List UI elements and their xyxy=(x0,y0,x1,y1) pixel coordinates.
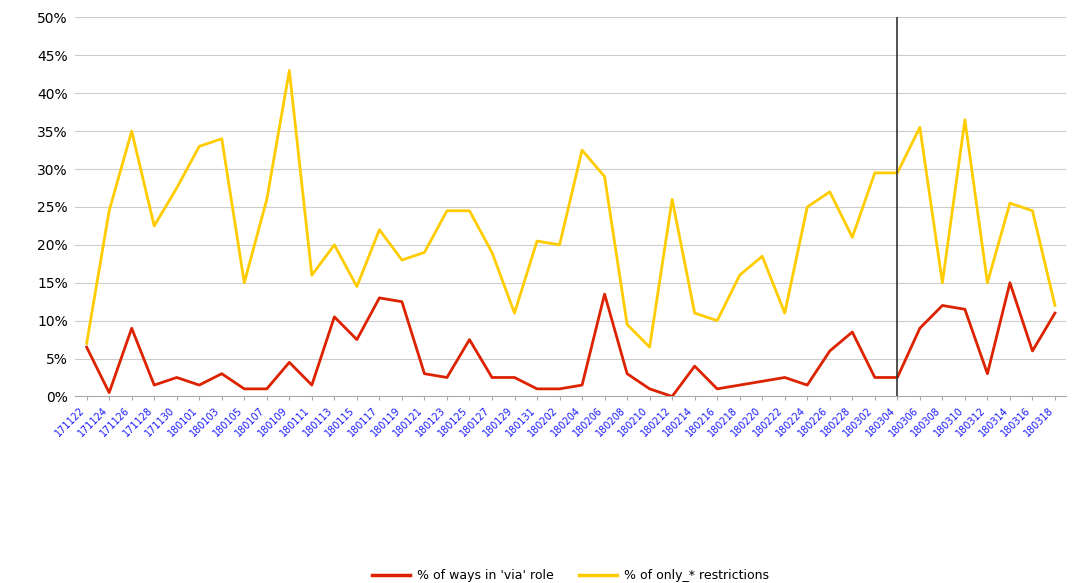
Legend: % of ways in 'via' role, % of only_* restrictions: % of ways in 'via' role, % of only_* res… xyxy=(367,564,774,583)
